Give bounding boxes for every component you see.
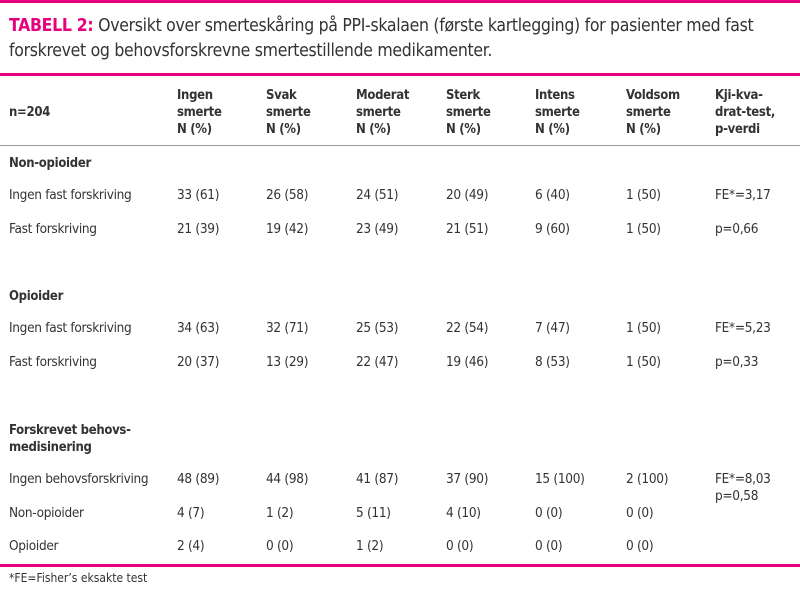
- bottom-rule: [0, 564, 800, 567]
- top-rule: [0, 0, 800, 3]
- section-title: Forskrevet behovs-: [9, 423, 131, 438]
- row-label: Opioider: [9, 538, 59, 554]
- table-cell: 13 (29): [266, 353, 309, 370]
- table-cell: 2 (4): [177, 538, 205, 554]
- column-header: Svak: [266, 88, 297, 103]
- table-cell: 5 (11): [356, 504, 391, 521]
- table-cell: 0 (0): [626, 538, 654, 554]
- row-label: Ingen behovsforskriving: [9, 471, 149, 487]
- table-cell: 4 (10): [446, 504, 481, 521]
- column-header: smerte: [626, 105, 671, 120]
- table-cell: 0 (0): [266, 538, 294, 554]
- caption-label: TABELL 2:: [9, 16, 94, 36]
- test-value: FE*=8,03 p=0,58: [715, 471, 771, 504]
- column-header: Sterk: [446, 88, 480, 103]
- table-cell: 48 (89): [177, 471, 220, 487]
- table-cell: 41 (87): [356, 471, 399, 487]
- table-cell: 33 (61): [177, 187, 220, 203]
- caption-text: Oversikt over smerteskåring på PPI-skala…: [9, 16, 754, 61]
- table-cell: 22 (54): [446, 320, 489, 336]
- table-cell: 15 (100): [535, 471, 585, 487]
- table-cell: 20 (49): [446, 187, 489, 203]
- column-header: Kji-kva-: [715, 88, 763, 103]
- table-cell: 1 (50): [626, 187, 661, 203]
- table-cell: 9 (60): [535, 220, 570, 237]
- column-header: Voldsom: [626, 88, 680, 103]
- table-cell: 21 (39): [177, 220, 220, 237]
- table-cell: 0 (0): [535, 504, 563, 521]
- column-header: N (%): [266, 122, 301, 137]
- column-header: N (%): [626, 122, 661, 137]
- row-label: Ingen fast forskriving: [9, 187, 132, 203]
- column-header: N (%): [535, 122, 570, 137]
- table-cell: 19 (46): [446, 353, 489, 370]
- table-cell: 1 (2): [356, 538, 384, 554]
- row-label: Non-opioider: [9, 504, 84, 521]
- table-cell: 44 (98): [266, 471, 309, 487]
- column-header: smerte: [356, 105, 401, 120]
- table-cell: 8 (53): [535, 353, 570, 370]
- table-cell: 0 (0): [535, 538, 563, 554]
- table-cell: 7 (47): [535, 320, 570, 336]
- column-header: smerte: [177, 105, 222, 120]
- header-bottom-rule: [0, 145, 800, 146]
- section-title: medisinering: [9, 440, 92, 455]
- table-cell: 6 (40): [535, 187, 570, 203]
- column-header: Moderat: [356, 88, 410, 103]
- section-title: Non-opioider: [9, 156, 91, 171]
- footnote: *FE=Fisher’s eksakte test: [9, 571, 148, 585]
- table-cell: 1 (50): [626, 220, 661, 237]
- column-header: drat-test,: [715, 105, 776, 120]
- test-value: p=0,66: [715, 220, 759, 237]
- column-header: N (%): [177, 122, 212, 137]
- header-top-rule: [0, 73, 800, 76]
- table-cell: 24 (51): [356, 187, 399, 203]
- table-caption: TABELL 2: Oversikt over smerteskåring på…: [9, 14, 794, 64]
- table-cell: 1 (50): [626, 353, 661, 370]
- row-label: Ingen fast forskriving: [9, 320, 132, 336]
- column-header: smerte: [266, 105, 311, 120]
- table-cell: 22 (47): [356, 353, 399, 370]
- table-cell: 0 (0): [446, 538, 474, 554]
- test-value: FE*=5,23: [715, 320, 771, 336]
- table-cell: 26 (58): [266, 187, 309, 203]
- column-header: N (%): [446, 122, 481, 137]
- table-cell: 1 (50): [626, 320, 661, 336]
- test-value: p=0,33: [715, 353, 759, 370]
- table-cell: 23 (49): [356, 220, 399, 237]
- table-cell: 19 (42): [266, 220, 309, 237]
- row-label: Fast forskriving: [9, 220, 97, 237]
- table-cell: 37 (90): [446, 471, 489, 487]
- column-header: Ingen: [177, 88, 213, 103]
- table-cell: 21 (51): [446, 220, 489, 237]
- table-cell: 20 (37): [177, 353, 220, 370]
- n-header: n=204: [9, 105, 51, 120]
- column-header: smerte: [446, 105, 491, 120]
- row-label: Fast forskriving: [9, 353, 97, 370]
- column-header: N (%): [356, 122, 391, 137]
- column-header: Intens: [535, 88, 575, 103]
- table-cell: 0 (0): [626, 504, 654, 521]
- table-cell: 2 (100): [626, 471, 669, 487]
- section-title: Opioider: [9, 289, 64, 304]
- column-header: smerte: [535, 105, 580, 120]
- table-cell: 32 (71): [266, 320, 309, 336]
- table-cell: 1 (2): [266, 504, 294, 521]
- test-value: FE*=3,17: [715, 187, 771, 203]
- table-cell: 25 (53): [356, 320, 399, 336]
- table-cell: 34 (63): [177, 320, 220, 336]
- column-header: p-verdi: [715, 122, 760, 137]
- table-cell: 4 (7): [177, 504, 205, 521]
